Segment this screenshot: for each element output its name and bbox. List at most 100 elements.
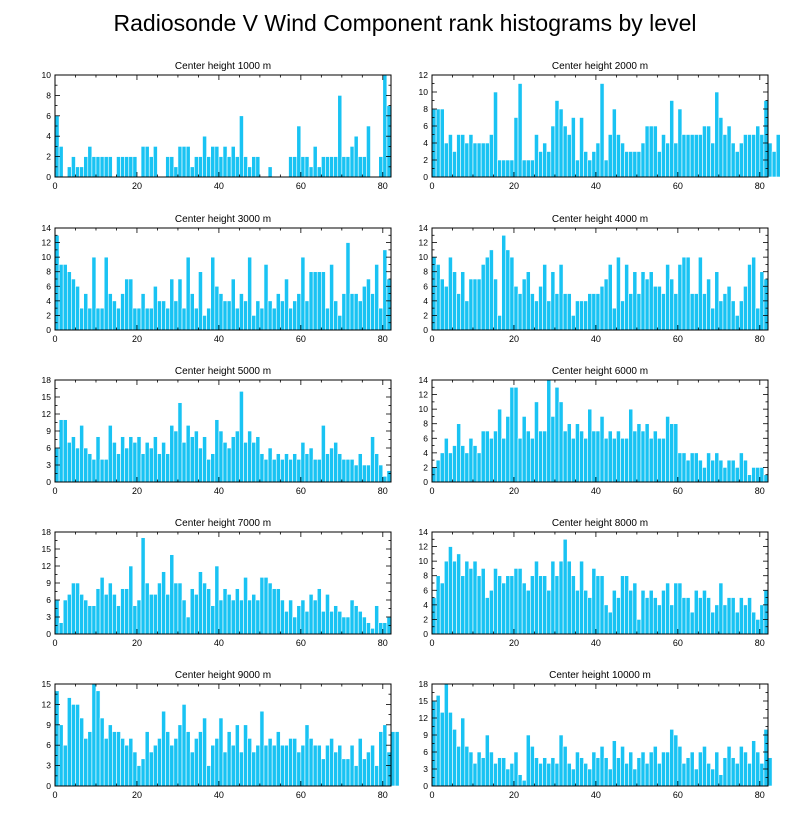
histogram-bar	[222, 588, 228, 635]
y-tick-label: 12	[42, 699, 52, 709]
histogram-bar	[62, 419, 68, 483]
histogram-bar	[349, 293, 355, 331]
histogram-bar	[378, 307, 384, 331]
histogram-bar	[493, 568, 498, 635]
histogram-bar	[624, 264, 629, 331]
histogram-bar	[460, 717, 466, 787]
y-tick-label: 9	[46, 720, 51, 730]
histogram-bar	[202, 717, 207, 787]
histogram-bar	[595, 142, 601, 178]
histogram-bar	[657, 604, 662, 635]
histogram-bar	[595, 293, 601, 331]
histogram-bar	[230, 744, 236, 787]
histogram-panel: Center height 6000 m 0 20 40 60 80 0 2 4 6 8 10 12 14	[419, 366, 769, 496]
histogram-bar	[747, 264, 752, 331]
y-tick-label: 0	[46, 781, 51, 791]
histogram-bar	[558, 401, 564, 483]
histogram-bar	[521, 278, 527, 331]
histogram-bar	[685, 256, 691, 331]
histogram-bar	[542, 264, 548, 331]
histogram-bar	[628, 751, 634, 787]
histogram-bar	[222, 146, 228, 178]
histogram-bar	[530, 746, 535, 787]
histogram-bar	[255, 744, 261, 787]
histogram-bar	[452, 151, 457, 178]
histogram-bar	[632, 768, 638, 787]
histogram-bar	[304, 300, 310, 331]
histogram-bar	[128, 436, 134, 483]
histogram-bar	[275, 731, 281, 787]
histogram-bar	[706, 597, 711, 635]
histogram-bar	[95, 156, 101, 178]
histogram-bar	[673, 142, 679, 178]
histogram-bar	[739, 142, 744, 178]
histogram-bar	[185, 425, 191, 483]
histogram-bar	[308, 166, 314, 178]
panel-title: Center height 1000 m	[175, 61, 271, 72]
histogram-bar	[517, 293, 523, 331]
histogram-bar	[353, 293, 359, 331]
x-tick-label: 0	[429, 334, 434, 344]
histogram-bar	[161, 571, 166, 635]
histogram-bar	[665, 582, 670, 635]
histogram-bar	[169, 744, 175, 787]
histogram-bar	[620, 746, 625, 787]
histogram-bar	[144, 442, 150, 483]
histogram-bar	[185, 256, 191, 331]
histogram-bar	[292, 738, 298, 787]
histogram-bar	[661, 751, 666, 787]
histogram-bar	[755, 125, 761, 178]
histogram-bar	[239, 115, 244, 178]
histogram-bar	[353, 765, 359, 787]
histogram-bar	[575, 423, 580, 483]
y-tick-label: 0	[46, 325, 51, 335]
histogram-bar	[468, 437, 474, 483]
histogram-bar	[587, 159, 593, 178]
histogram-bar	[513, 568, 519, 635]
histogram-bar	[681, 452, 687, 483]
histogram-bar	[677, 582, 683, 635]
histogram-bar	[493, 763, 498, 787]
y-tick-label: 9	[423, 730, 428, 740]
histogram-bar	[636, 757, 642, 787]
x-tick-label: 0	[429, 181, 434, 191]
histogram-bar	[562, 538, 568, 635]
histogram-bar	[136, 436, 142, 483]
histogram-bar	[185, 731, 191, 787]
histogram-bar	[325, 744, 330, 787]
histogram-bar	[607, 768, 613, 787]
histogram-bar	[636, 423, 642, 483]
histogram-bar	[333, 751, 339, 787]
histogram-bar	[173, 166, 179, 178]
histogram-bar	[546, 379, 552, 483]
histogram-bar	[382, 476, 388, 483]
x-tick-label: 40	[591, 486, 601, 496]
histogram-bar	[144, 582, 150, 635]
histogram-bar	[448, 134, 453, 178]
histogram-bar	[333, 300, 339, 331]
histogram-bar	[472, 445, 478, 483]
histogram-bar	[611, 437, 617, 483]
histogram-bar	[448, 452, 453, 483]
y-tick-label: 2	[423, 614, 428, 624]
histogram-bar	[587, 768, 593, 787]
histogram-bar	[325, 594, 330, 635]
histogram-bar	[689, 293, 695, 331]
histogram-bar	[71, 582, 76, 635]
histogram-bar	[591, 151, 597, 178]
histogram-bar	[337, 744, 343, 787]
histogram-bar	[378, 464, 384, 483]
histogram-bar	[431, 597, 437, 635]
histogram-bar	[493, 430, 498, 483]
histogram-bar	[288, 156, 293, 178]
histogram-bar	[669, 729, 675, 787]
y-tick-label: 14	[419, 375, 429, 385]
histogram-bar	[669, 604, 675, 635]
histogram-bar	[739, 746, 744, 787]
histogram-bar	[652, 597, 658, 635]
histogram-bar	[58, 622, 64, 635]
histogram-bar	[71, 156, 76, 178]
histogram-bar	[140, 453, 146, 483]
histogram-bar	[575, 751, 580, 787]
histogram-bar	[591, 568, 597, 635]
